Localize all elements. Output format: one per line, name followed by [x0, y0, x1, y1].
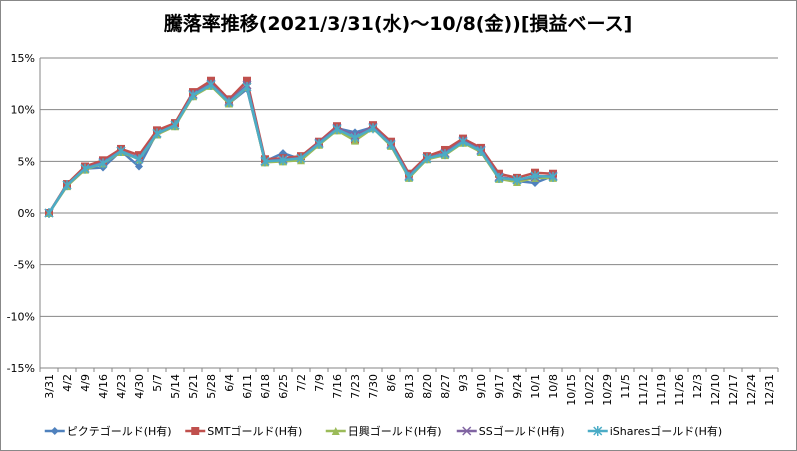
- legend-item: ピクテゴールド(H有): [44, 424, 172, 438]
- x-tick-label: 11/26: [673, 374, 686, 406]
- marker: [170, 120, 180, 131]
- marker: [80, 163, 90, 174]
- legend-label: SMTゴールド(H有): [207, 424, 302, 438]
- marker: [242, 81, 252, 92]
- legend-item: iSharesゴールド(H有): [587, 424, 722, 438]
- marker: [191, 427, 200, 435]
- x-tick-label: 9/24: [511, 374, 524, 399]
- marker: [462, 426, 472, 436]
- marker: [62, 180, 72, 191]
- marker: [152, 128, 162, 139]
- marker: [350, 132, 360, 143]
- marker: [50, 427, 59, 435]
- marker: [188, 90, 198, 101]
- y-tick-label: -5%: [14, 259, 35, 272]
- x-tick-label: 6/4: [223, 374, 236, 392]
- x-tick-label: 8/20: [421, 374, 434, 399]
- marker: [512, 174, 522, 185]
- x-tick-label: 8/27: [439, 374, 452, 399]
- x-tick-label: 7/2: [295, 374, 308, 392]
- y-tick-label: 15%: [11, 52, 35, 65]
- marker: [476, 146, 486, 156]
- marker: [134, 154, 144, 165]
- marker: [331, 427, 340, 435]
- legend-item: 日興ゴールド(H有): [325, 424, 442, 438]
- x-tick-label: 11/12: [637, 374, 650, 406]
- marker: [494, 172, 504, 183]
- x-tick-label: 12/31: [763, 374, 776, 406]
- marker: [332, 124, 342, 135]
- x-tick-label: 10/8: [547, 374, 560, 399]
- x-tick-label: 5/21: [187, 374, 200, 399]
- x-tick-label: 12/24: [745, 374, 758, 406]
- chart-title: 騰落率推移(2021/3/31(水)～10/8(金))[損益ベース]: [163, 12, 633, 35]
- x-tick-label: 10/1: [529, 374, 542, 399]
- marker: [98, 158, 108, 169]
- x-tick-label: 5/28: [205, 374, 218, 399]
- marker: [260, 156, 270, 167]
- x-tick-label: 9/10: [475, 374, 488, 399]
- y-tick-label: 10%: [11, 104, 35, 117]
- x-tick-label: 12/17: [727, 374, 740, 406]
- legend-label: ピクテゴールド(H有): [67, 424, 172, 438]
- marker: [296, 153, 306, 164]
- x-tick-label: 9/3: [457, 374, 470, 392]
- x-tick-label: 8/13: [403, 374, 416, 399]
- x-tick-label: 4/23: [115, 374, 128, 399]
- x-tick-label: 7/9: [313, 374, 326, 392]
- marker: [440, 149, 450, 160]
- marker: [243, 76, 251, 85]
- legend-label: 日興ゴールド(H有): [348, 424, 442, 438]
- x-tick-label: 5/14: [169, 374, 182, 399]
- legend-item: SSゴールド(H有): [456, 424, 565, 438]
- y-tick-label: -15%: [7, 362, 35, 375]
- x-tick-label: 12/10: [709, 374, 722, 406]
- x-tick-label: 7/16: [331, 374, 344, 399]
- x-tick-label: 4/2: [61, 374, 74, 392]
- marker: [135, 162, 143, 171]
- x-tick-label: 6/18: [259, 374, 272, 399]
- marker: [224, 97, 234, 108]
- marker: [278, 155, 288, 166]
- y-tick-label: 5%: [18, 155, 35, 168]
- legend-label: SSゴールド(H有): [479, 424, 565, 438]
- x-tick-label: 7/30: [367, 374, 380, 399]
- marker: [386, 139, 396, 150]
- marker: [422, 153, 432, 164]
- x-tick-label: 6/11: [241, 374, 254, 399]
- x-tick-label: 6/25: [277, 374, 290, 399]
- marker: [593, 426, 603, 436]
- marker: [314, 138, 324, 149]
- x-tick-label: 7/23: [349, 374, 362, 399]
- marker: [116, 146, 126, 156]
- legend-label: iSharesゴールド(H有): [610, 424, 722, 438]
- x-tick-label: 11/19: [655, 374, 668, 406]
- x-tick-label: 10/15: [565, 374, 578, 406]
- x-tick-label: 3/31: [43, 374, 56, 399]
- x-tick-label: 4/9: [79, 374, 92, 392]
- y-tick-label: 0%: [18, 207, 35, 220]
- marker: [206, 79, 216, 90]
- x-tick-label: 5/7: [151, 374, 164, 392]
- x-tick-label: 9/17: [493, 374, 506, 399]
- x-tick-label: 12/3: [691, 374, 704, 399]
- x-tick-label: 10/22: [583, 374, 596, 406]
- x-tick-label: 11/5: [619, 374, 632, 399]
- marker: [44, 208, 54, 218]
- x-tick-label: 8/6: [385, 374, 398, 392]
- marker: [548, 171, 558, 182]
- marker: [458, 136, 468, 147]
- legend-item: SMTゴールド(H有): [185, 424, 302, 438]
- marker: [368, 123, 378, 134]
- y-tick-label: -10%: [7, 310, 35, 323]
- x-tick-label: 10/29: [601, 374, 614, 406]
- x-tick-label: 4/30: [133, 374, 146, 399]
- marker: [404, 171, 414, 182]
- marker: [530, 170, 540, 181]
- x-tick-label: 4/16: [97, 374, 110, 399]
